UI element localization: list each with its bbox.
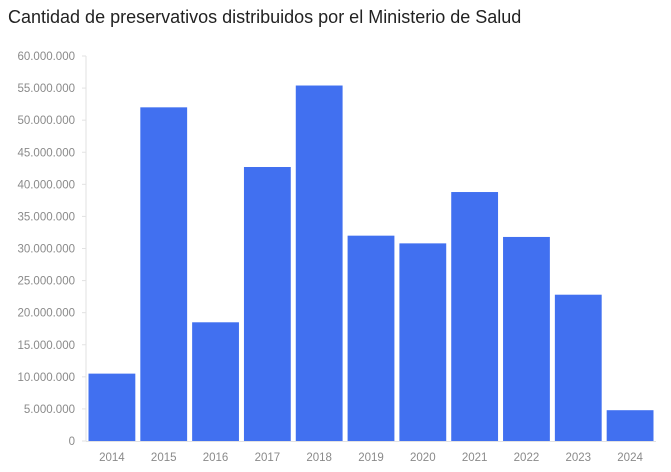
y-tick-label: 0 bbox=[69, 436, 75, 448]
y-tick-label: 55.000.000 bbox=[17, 83, 75, 95]
bar-2014 bbox=[88, 373, 136, 441]
y-tick-label: 20.000.000 bbox=[17, 308, 75, 320]
x-tick-label: 2024 bbox=[617, 452, 643, 464]
y-tick-label: 35.000.000 bbox=[17, 211, 75, 223]
x-tick-label: 2015 bbox=[151, 452, 177, 464]
x-tick-label: 2016 bbox=[203, 452, 229, 464]
chart-title: Cantidad de preservativos distribuidos p… bbox=[8, 7, 522, 27]
y-tick-label: 45.000.000 bbox=[17, 147, 75, 159]
x-tick-label: 2021 bbox=[462, 452, 488, 464]
x-tick-label: 2022 bbox=[514, 452, 540, 464]
bar-2022 bbox=[503, 236, 550, 441]
x-tick-label: 2018 bbox=[306, 452, 332, 464]
y-tick-label: 40.000.000 bbox=[17, 179, 75, 191]
bar-2018 bbox=[295, 85, 343, 442]
bar-2017 bbox=[243, 167, 291, 441]
bar-2023 bbox=[554, 294, 602, 441]
bar-2021 bbox=[451, 192, 499, 441]
x-tick-label: 2014 bbox=[99, 452, 125, 464]
bar-2016 bbox=[192, 322, 239, 441]
bar-2024 bbox=[606, 410, 654, 441]
y-tick-label: 5.000.000 bbox=[24, 404, 75, 416]
y-tick-label: 50.000.000 bbox=[17, 115, 75, 127]
x-tick-label: 2017 bbox=[255, 452, 281, 464]
bar-2015 bbox=[140, 107, 188, 441]
x-tick-label: 2019 bbox=[358, 452, 384, 464]
y-tick-label: 60.000.000 bbox=[17, 51, 75, 63]
x-tick-label: 2020 bbox=[410, 452, 436, 464]
bar-2019 bbox=[347, 235, 395, 441]
x-tick-label: 2023 bbox=[565, 452, 591, 464]
y-tick-label: 15.000.000 bbox=[17, 340, 75, 352]
bar-2020 bbox=[399, 243, 447, 441]
y-tick-label: 10.000.000 bbox=[17, 372, 75, 384]
y-tick-label: 30.000.000 bbox=[17, 244, 75, 256]
y-tick-label: 25.000.000 bbox=[17, 276, 75, 288]
